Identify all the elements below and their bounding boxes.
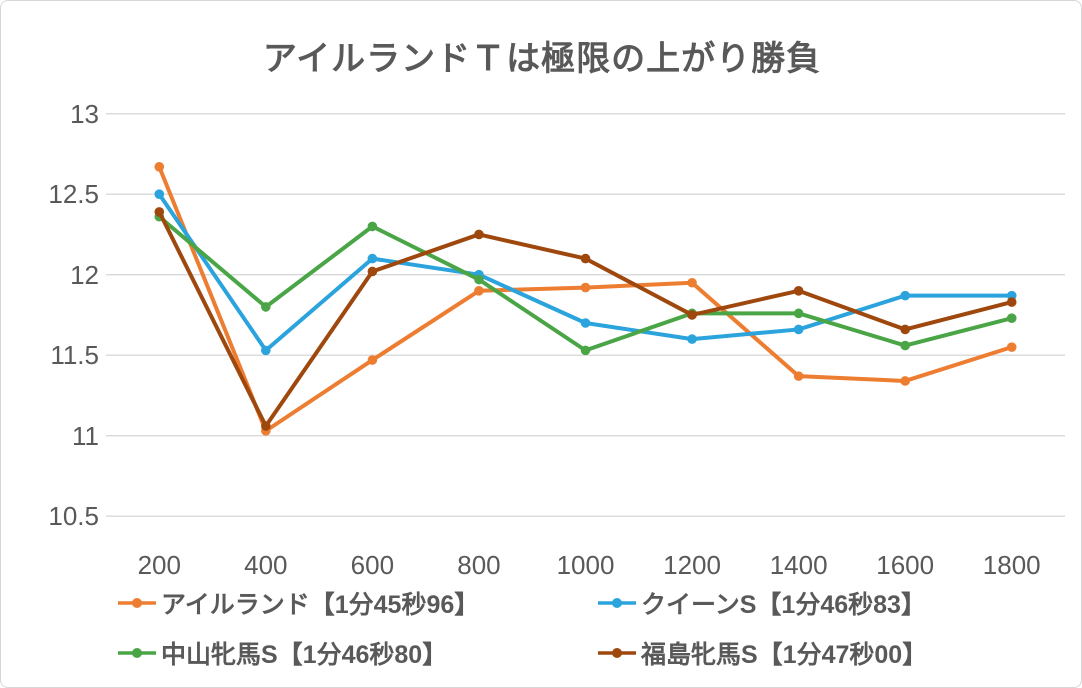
data-point-marker: [793, 286, 804, 296]
data-point-marker: [1006, 313, 1017, 323]
data-point-marker: [154, 189, 165, 199]
data-point-marker: [900, 324, 910, 335]
data-point-marker: [367, 355, 378, 365]
data-point-marker: [367, 266, 378, 277]
x-tick-label: 1400: [769, 550, 828, 580]
y-tick-label: 12.5: [48, 179, 99, 210]
data-point-marker: [580, 345, 591, 356]
legend-line-marker-icon: [598, 598, 636, 608]
data-point-marker: [900, 340, 910, 351]
x-tick-label: 1800: [982, 550, 1041, 580]
legend-label: 福島牝馬S【1分47秒00】: [641, 641, 928, 669]
data-point-marker: [261, 345, 271, 356]
data-point-marker: [154, 162, 165, 172]
data-point-marker: [154, 207, 165, 217]
data-point-marker: [793, 371, 804, 381]
data-point-marker: [474, 286, 484, 296]
y-tick-label: 11.5: [50, 340, 99, 371]
data-point-marker: [1006, 297, 1017, 307]
data-point-marker: [367, 221, 378, 232]
x-tick-label: 400: [244, 550, 288, 580]
data-point-marker: [687, 310, 697, 320]
y-tick-label: 10.5: [48, 501, 99, 532]
y-tick-label: 11: [72, 420, 99, 451]
data-point-marker: [793, 324, 804, 335]
y-tick-label: 13: [70, 98, 99, 129]
y-tick-label: 12: [70, 259, 99, 290]
legend-item-ireland-trophy: アイルランド【1分45秒96】: [117, 586, 479, 620]
x-tick-label: 800: [457, 550, 501, 580]
legend-line-marker-icon: [118, 648, 156, 658]
data-point-marker: [261, 302, 271, 312]
data-point-marker: [580, 282, 591, 293]
x-tick-label: 200: [137, 550, 181, 580]
data-point-marker: [474, 274, 484, 285]
legend-label: アイルランド【1分45秒96】: [161, 591, 480, 619]
x-tick-label: 600: [350, 550, 395, 580]
legend-item-nakayama-himba-stakes: 中山牝馬S【1分46秒80】: [117, 636, 447, 670]
data-point-marker: [793, 308, 804, 319]
chart-title: アイルランドＴは極限の上がり勝負: [262, 40, 822, 78]
legend-item-fukushima-himba-stakes: 福島牝馬S【1分47秒00】: [597, 636, 927, 670]
data-point-marker: [580, 253, 591, 264]
data-point-marker: [580, 318, 591, 328]
legend-label: 中山牝馬S【1分46秒80】: [161, 641, 448, 669]
legend-item-queen-stakes: クイーンS【1分46秒83】: [597, 586, 926, 620]
data-point-marker: [687, 334, 697, 344]
x-tick-label: 1600: [876, 550, 935, 580]
series-line-0: [157, 164, 1014, 433]
x-tick-label: 1000: [556, 550, 615, 580]
x-tick-label: 1200: [663, 550, 721, 580]
legend-label: クイーンS【1分46秒83】: [641, 591, 926, 619]
data-point-marker: [474, 229, 484, 240]
data-point-marker: [900, 376, 910, 386]
data-point-marker: [687, 277, 697, 288]
data-point-marker: [367, 253, 378, 264]
data-point-marker: [261, 421, 271, 431]
legend-line-marker-icon: [118, 598, 156, 608]
data-point-marker: [900, 290, 910, 301]
data-point-marker: [1006, 342, 1017, 352]
legend-line-marker-icon: [598, 648, 636, 658]
